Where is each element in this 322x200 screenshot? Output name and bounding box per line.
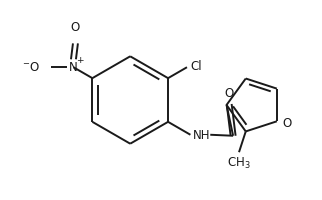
Text: O: O xyxy=(224,87,234,100)
Text: NH: NH xyxy=(193,129,210,142)
Text: O: O xyxy=(283,117,292,130)
Text: N: N xyxy=(69,61,78,74)
Text: +: + xyxy=(76,56,84,65)
Text: O: O xyxy=(71,21,80,34)
Text: $^{-}$O: $^{-}$O xyxy=(22,61,40,74)
Text: CH$_3$: CH$_3$ xyxy=(227,156,251,171)
Text: Cl: Cl xyxy=(190,60,202,73)
